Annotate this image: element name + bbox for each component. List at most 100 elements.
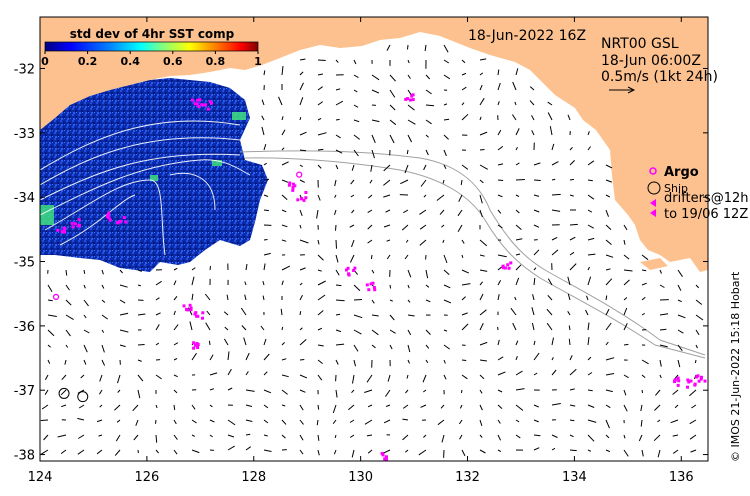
current-vector [514, 101, 517, 106]
current-vector [440, 404, 445, 409]
current-vector [695, 344, 698, 349]
current-vector [568, 338, 571, 346]
current-vector [425, 344, 430, 349]
current-vector [83, 359, 87, 365]
current-vector [281, 342, 285, 346]
current-vector [695, 299, 703, 305]
current-vector [173, 404, 176, 410]
current-vector [515, 277, 520, 286]
current-vector [317, 254, 324, 261]
current-vector [442, 239, 445, 243]
current-vector [587, 194, 595, 200]
drifter-track [239, 150, 706, 359]
current-vector [623, 389, 627, 396]
current-vector [263, 419, 269, 424]
current-vector [117, 374, 121, 384]
current-vector [44, 374, 49, 381]
current-vector [350, 179, 355, 185]
current-vector [533, 372, 538, 376]
current-vector [173, 310, 176, 316]
current-vector [281, 239, 287, 242]
current-vector [299, 71, 304, 76]
drifter-point [506, 263, 510, 267]
current-vector [407, 344, 411, 353]
current-vector [299, 224, 302, 229]
current-vector [263, 143, 267, 151]
current-vector [623, 254, 630, 260]
current-vector [443, 59, 450, 64]
current-vector [638, 434, 643, 442]
current-vector [132, 404, 139, 412]
current-vector [443, 344, 450, 350]
current-vector [101, 359, 106, 366]
drifter-legend-icon-2 [650, 209, 656, 217]
current-vector [531, 322, 535, 331]
current-vector [402, 404, 409, 409]
current-vector [223, 338, 229, 346]
current-vector [497, 179, 504, 181]
current-vector [657, 419, 661, 423]
current-vector [567, 276, 571, 286]
current-vector [425, 134, 429, 138]
drifters-line-2: to 19/06 12Z [664, 207, 748, 222]
current-vector [587, 372, 593, 376]
current-vector [317, 101, 323, 106]
product-line-2: 18-Jun 06:00Z [601, 53, 701, 69]
ship-legend-icon [647, 181, 661, 195]
current-vector [191, 293, 194, 301]
current-vector [281, 280, 284, 286]
current-vector [533, 434, 541, 437]
current-vector [334, 434, 337, 439]
current-vector [263, 263, 266, 271]
drifter-point [369, 282, 373, 286]
current-vector [532, 294, 535, 301]
current-vector [569, 404, 576, 407]
current-vector [119, 312, 129, 316]
current-vector [83, 314, 87, 319]
current-vector [437, 419, 445, 426]
current-vector [623, 323, 628, 331]
current-vector [263, 338, 267, 346]
current-vector [83, 344, 88, 353]
drifter-point [687, 380, 691, 384]
current-vector [551, 209, 561, 212]
drifters-line-1: drifters@12h [664, 191, 749, 206]
current-vector [406, 149, 409, 155]
current-vector [497, 82, 501, 91]
current-vector [371, 134, 376, 143]
current-vector [299, 239, 309, 244]
drifter-point [196, 314, 200, 318]
drifter-point [116, 221, 120, 225]
current-vector [281, 389, 288, 395]
current-vector [587, 337, 590, 346]
current-vector [353, 59, 357, 65]
drifter-point [509, 261, 513, 265]
current-vector [299, 97, 304, 106]
current-vector [441, 224, 445, 228]
drifter-point [677, 379, 681, 383]
current-vector [458, 419, 463, 425]
drifter-point [383, 457, 387, 461]
current-vector [281, 358, 287, 361]
x-tick-label: 132 [455, 470, 480, 485]
current-vector [189, 321, 193, 331]
drifter-point [693, 382, 697, 386]
current-vector [119, 329, 129, 333]
current-vector [547, 101, 553, 106]
current-vector [672, 449, 679, 454]
current-vector [479, 309, 487, 316]
current-vector [514, 296, 517, 301]
drifter-point [196, 346, 200, 349]
argo-floats [52, 171, 303, 301]
drifter-point [700, 375, 703, 379]
current-vector [655, 389, 661, 396]
drifter-point [124, 220, 128, 224]
current-vector [364, 419, 373, 425]
current-vector [479, 164, 488, 170]
current-vector [443, 74, 451, 80]
current-vector [61, 374, 67, 381]
current-vector [479, 341, 488, 346]
island [640, 258, 668, 270]
current-vector [497, 371, 506, 376]
current-vector [335, 299, 345, 302]
